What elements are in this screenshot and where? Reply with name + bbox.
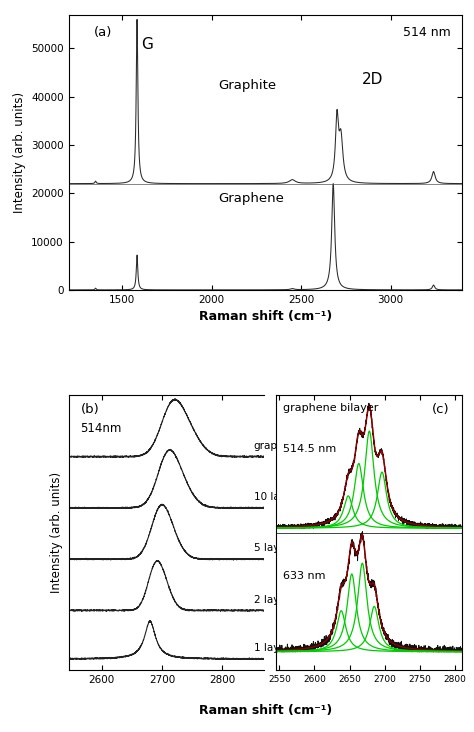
Text: 10 layers: 10 layers	[254, 492, 301, 502]
Text: 2 layers: 2 layers	[254, 594, 295, 605]
Text: graphite: graphite	[254, 441, 298, 451]
Text: 1 layer: 1 layer	[254, 643, 290, 653]
Text: 514 nm: 514 nm	[402, 26, 450, 39]
Text: Graphene: Graphene	[218, 192, 284, 205]
Text: 514nm: 514nm	[81, 422, 122, 435]
Text: 2D: 2D	[362, 72, 383, 87]
X-axis label: Raman shift (cm⁻¹): Raman shift (cm⁻¹)	[199, 310, 332, 324]
Text: G: G	[142, 37, 154, 52]
Text: 633 nm: 633 nm	[283, 571, 326, 580]
Y-axis label: Intensity (arb. units): Intensity (arb. units)	[13, 92, 26, 213]
Text: (a): (a)	[94, 26, 113, 39]
Text: (b): (b)	[81, 403, 99, 416]
Text: 514.5 nm: 514.5 nm	[283, 444, 337, 454]
Text: graphene bilayer: graphene bilayer	[283, 403, 379, 413]
Text: (c): (c)	[431, 403, 449, 416]
Text: Raman shift (cm⁻¹): Raman shift (cm⁻¹)	[199, 703, 332, 717]
Text: Graphite: Graphite	[218, 79, 276, 92]
Y-axis label: Intensity (arb. units): Intensity (arb. units)	[50, 471, 63, 593]
Text: 5 layers: 5 layers	[254, 543, 295, 553]
